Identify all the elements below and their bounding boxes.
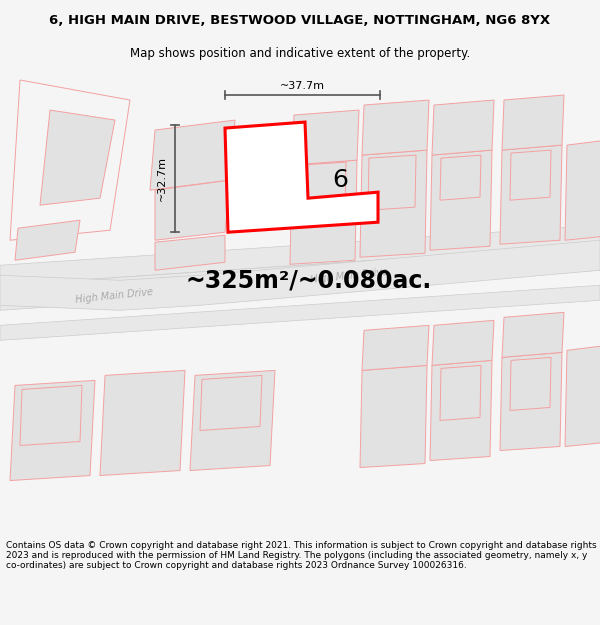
Polygon shape <box>0 225 600 285</box>
Polygon shape <box>190 371 275 471</box>
Polygon shape <box>360 150 427 258</box>
Polygon shape <box>0 240 600 311</box>
Polygon shape <box>290 160 357 264</box>
Polygon shape <box>150 120 235 190</box>
Polygon shape <box>430 150 492 250</box>
Polygon shape <box>432 321 494 366</box>
Polygon shape <box>502 95 564 150</box>
Polygon shape <box>15 220 80 260</box>
Polygon shape <box>40 110 115 205</box>
Polygon shape <box>225 122 378 232</box>
Text: ~32.7m: ~32.7m <box>157 156 167 201</box>
Polygon shape <box>100 371 185 476</box>
Polygon shape <box>155 180 230 240</box>
Polygon shape <box>432 100 494 155</box>
Polygon shape <box>292 110 359 165</box>
Polygon shape <box>565 346 600 446</box>
Text: ~325m²/~0.080ac.: ~325m²/~0.080ac. <box>185 268 431 292</box>
Text: High Main Drive: High Main Drive <box>75 288 154 306</box>
Polygon shape <box>362 326 429 371</box>
Text: Map shows position and indicative extent of the property.: Map shows position and indicative extent… <box>130 48 470 61</box>
Polygon shape <box>500 352 562 451</box>
Text: 6: 6 <box>332 168 348 192</box>
Text: Contains OS data © Crown copyright and database right 2021. This information is : Contains OS data © Crown copyright and d… <box>6 541 596 571</box>
Polygon shape <box>155 235 225 270</box>
Polygon shape <box>360 366 427 468</box>
Text: 6, HIGH MAIN DRIVE, BESTWOOD VILLAGE, NOTTINGHAM, NG6 8YX: 6, HIGH MAIN DRIVE, BESTWOOD VILLAGE, NO… <box>49 14 551 28</box>
Polygon shape <box>565 140 600 240</box>
Polygon shape <box>0 285 600 341</box>
Polygon shape <box>430 361 492 461</box>
Polygon shape <box>362 100 429 155</box>
Text: ~37.7m: ~37.7m <box>280 81 325 91</box>
Text: High Main Drive: High Main Drive <box>310 268 389 286</box>
Polygon shape <box>10 381 95 481</box>
Polygon shape <box>500 145 562 244</box>
Polygon shape <box>0 245 600 311</box>
Polygon shape <box>502 312 564 358</box>
